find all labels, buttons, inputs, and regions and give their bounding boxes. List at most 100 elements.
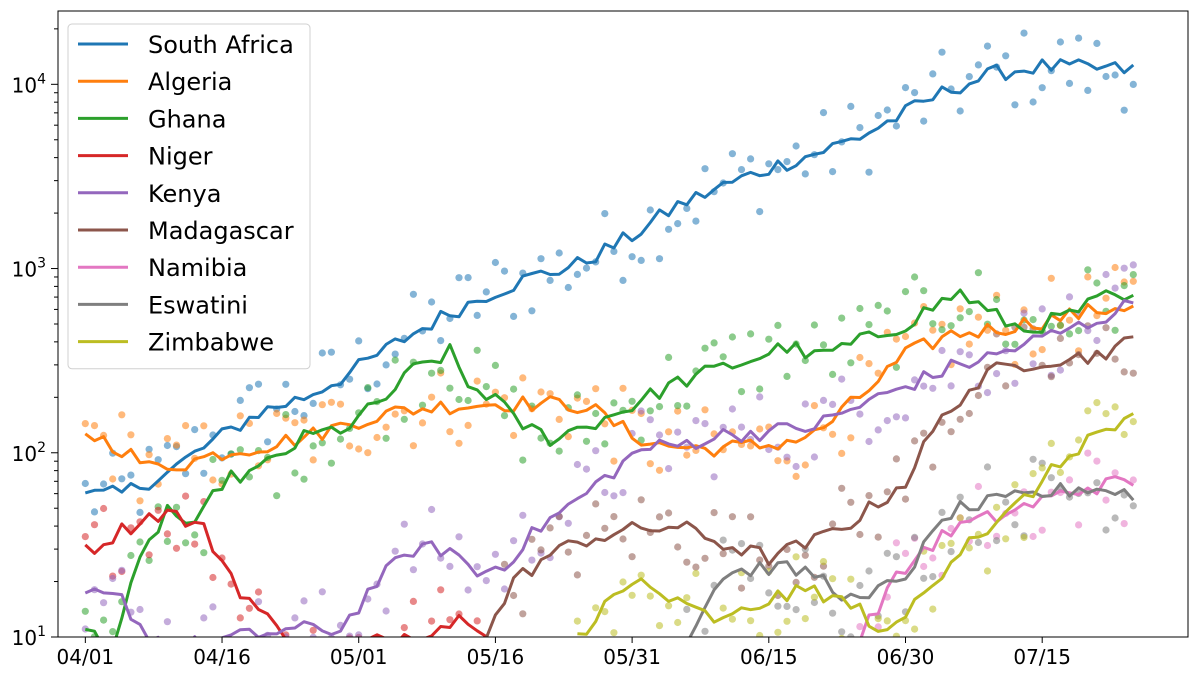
data-point-kenya bbox=[382, 607, 390, 615]
data-point-zimbabwe bbox=[628, 591, 636, 599]
data-point-south-africa bbox=[792, 142, 800, 150]
data-point-kenya bbox=[983, 389, 992, 397]
data-point-madagascar bbox=[838, 484, 846, 492]
data-point-niger bbox=[309, 626, 317, 634]
data-point-eswatini bbox=[737, 540, 746, 548]
data-point-zimbabwe bbox=[792, 553, 800, 561]
data-point-zimbabwe bbox=[610, 629, 618, 637]
x-axis: 04/01 04/16 05/01 05/16 05/31 06/15 06/30 07/15 bbox=[57, 637, 1071, 669]
legend-label-niger: Niger bbox=[148, 143, 213, 171]
data-point-ghana bbox=[747, 330, 755, 338]
data-point-algeria bbox=[956, 305, 964, 313]
data-point-kenya bbox=[993, 370, 1001, 378]
data-point-madagascar bbox=[1047, 373, 1055, 381]
data-point-ghana bbox=[674, 402, 682, 410]
data-point-ghana bbox=[382, 434, 390, 442]
data-point-zimbabwe bbox=[1111, 403, 1119, 411]
data-point-eswatini bbox=[1029, 455, 1037, 463]
data-point-algeria bbox=[355, 445, 363, 453]
data-point-madagascar bbox=[956, 415, 964, 423]
data-point-south-africa bbox=[136, 508, 144, 516]
data-point-south-africa bbox=[701, 165, 709, 173]
data-point-kenya bbox=[938, 346, 946, 355]
data-point-zimbabwe bbox=[1020, 533, 1028, 542]
y-tick-label: 104 bbox=[12, 71, 46, 97]
data-point-eswatini bbox=[856, 581, 864, 590]
data-point-south-africa bbox=[491, 258, 499, 267]
data-point-algeria bbox=[364, 449, 372, 457]
data-point-madagascar bbox=[801, 551, 809, 559]
data-point-south-africa bbox=[601, 210, 609, 218]
data-point-ghana bbox=[1093, 279, 1101, 287]
data-point-ghana bbox=[455, 395, 463, 404]
data-point-ghana bbox=[573, 391, 582, 399]
data-point-south-africa bbox=[1029, 98, 1037, 106]
data-point-madagascar bbox=[509, 591, 518, 600]
data-point-kenya bbox=[318, 588, 326, 596]
data-point-south-africa bbox=[737, 166, 746, 174]
data-point-zimbabwe bbox=[829, 575, 837, 583]
data-point-south-africa bbox=[1111, 71, 1119, 79]
data-point-zimbabwe bbox=[1102, 410, 1110, 418]
data-point-south-africa bbox=[382, 361, 390, 369]
data-point-south-africa bbox=[464, 274, 472, 282]
data-point-kenya bbox=[646, 416, 654, 424]
data-point-south-africa bbox=[1129, 80, 1137, 88]
data-point-south-africa bbox=[765, 160, 773, 168]
data-point-south-africa bbox=[692, 217, 700, 225]
data-point-madagascar bbox=[592, 500, 600, 508]
data-point-ghana bbox=[391, 356, 399, 364]
data-point-namibia bbox=[1065, 476, 1074, 484]
data-point-south-africa bbox=[646, 206, 654, 214]
data-point-ghana bbox=[765, 335, 773, 343]
data-point-kenya bbox=[409, 566, 417, 574]
data-point-algeria bbox=[674, 407, 682, 415]
legend: South Africa Algeria Ghana Niger Kenya Madaga… bbox=[67, 23, 311, 370]
data-point-ghana bbox=[1111, 326, 1119, 334]
data-point-algeria bbox=[391, 410, 399, 418]
data-point-south-africa bbox=[728, 150, 737, 158]
legend-box bbox=[67, 23, 311, 370]
data-point-algeria bbox=[938, 320, 946, 328]
data-point-south-africa bbox=[309, 399, 317, 407]
data-point-namibia bbox=[1029, 532, 1037, 541]
data-point-south-africa bbox=[929, 70, 937, 78]
data-point-south-africa bbox=[965, 73, 973, 81]
data-point-south-africa bbox=[127, 471, 135, 479]
data-point-algeria bbox=[774, 457, 782, 465]
data-point-madagascar bbox=[865, 492, 873, 500]
data-point-ghana bbox=[1075, 327, 1083, 335]
data-point-kenya bbox=[756, 393, 764, 401]
data-point-niger bbox=[81, 533, 89, 541]
data-point-kenya bbox=[947, 382, 955, 390]
data-point-kenya bbox=[819, 396, 828, 404]
data-point-ghana bbox=[200, 549, 208, 557]
data-point-madagascar bbox=[701, 554, 709, 562]
data-point-zimbabwe bbox=[619, 578, 627, 586]
data-point-south-africa bbox=[191, 426, 199, 434]
data-point-niger bbox=[400, 624, 408, 632]
data-point-namibia bbox=[1038, 526, 1046, 534]
data-point-ghana bbox=[756, 385, 764, 393]
data-point-kenya bbox=[118, 566, 126, 574]
data-point-south-africa bbox=[163, 441, 171, 450]
data-point-eswatini bbox=[719, 536, 727, 544]
data-point-ghana bbox=[947, 322, 955, 330]
legend-label-ghana: Ghana bbox=[148, 105, 226, 133]
data-point-south-africa bbox=[555, 249, 563, 257]
data-point-madagascar bbox=[747, 513, 755, 521]
data-point-ghana bbox=[1120, 282, 1128, 290]
data-point-zimbabwe bbox=[783, 617, 791, 625]
data-point-madagascar bbox=[829, 520, 837, 528]
data-point-ghana bbox=[1065, 330, 1074, 338]
data-point-ghana bbox=[993, 295, 1001, 304]
data-point-south-africa bbox=[528, 307, 536, 315]
data-point-ghana bbox=[109, 628, 117, 636]
data-point-kenya bbox=[509, 537, 518, 545]
data-point-madagascar bbox=[974, 391, 983, 400]
data-point-ghana bbox=[628, 397, 636, 405]
data-point-algeria bbox=[1065, 316, 1074, 324]
data-point-ghana bbox=[892, 363, 901, 371]
data-point-south-africa bbox=[847, 102, 855, 110]
data-point-south-africa bbox=[1020, 29, 1028, 37]
